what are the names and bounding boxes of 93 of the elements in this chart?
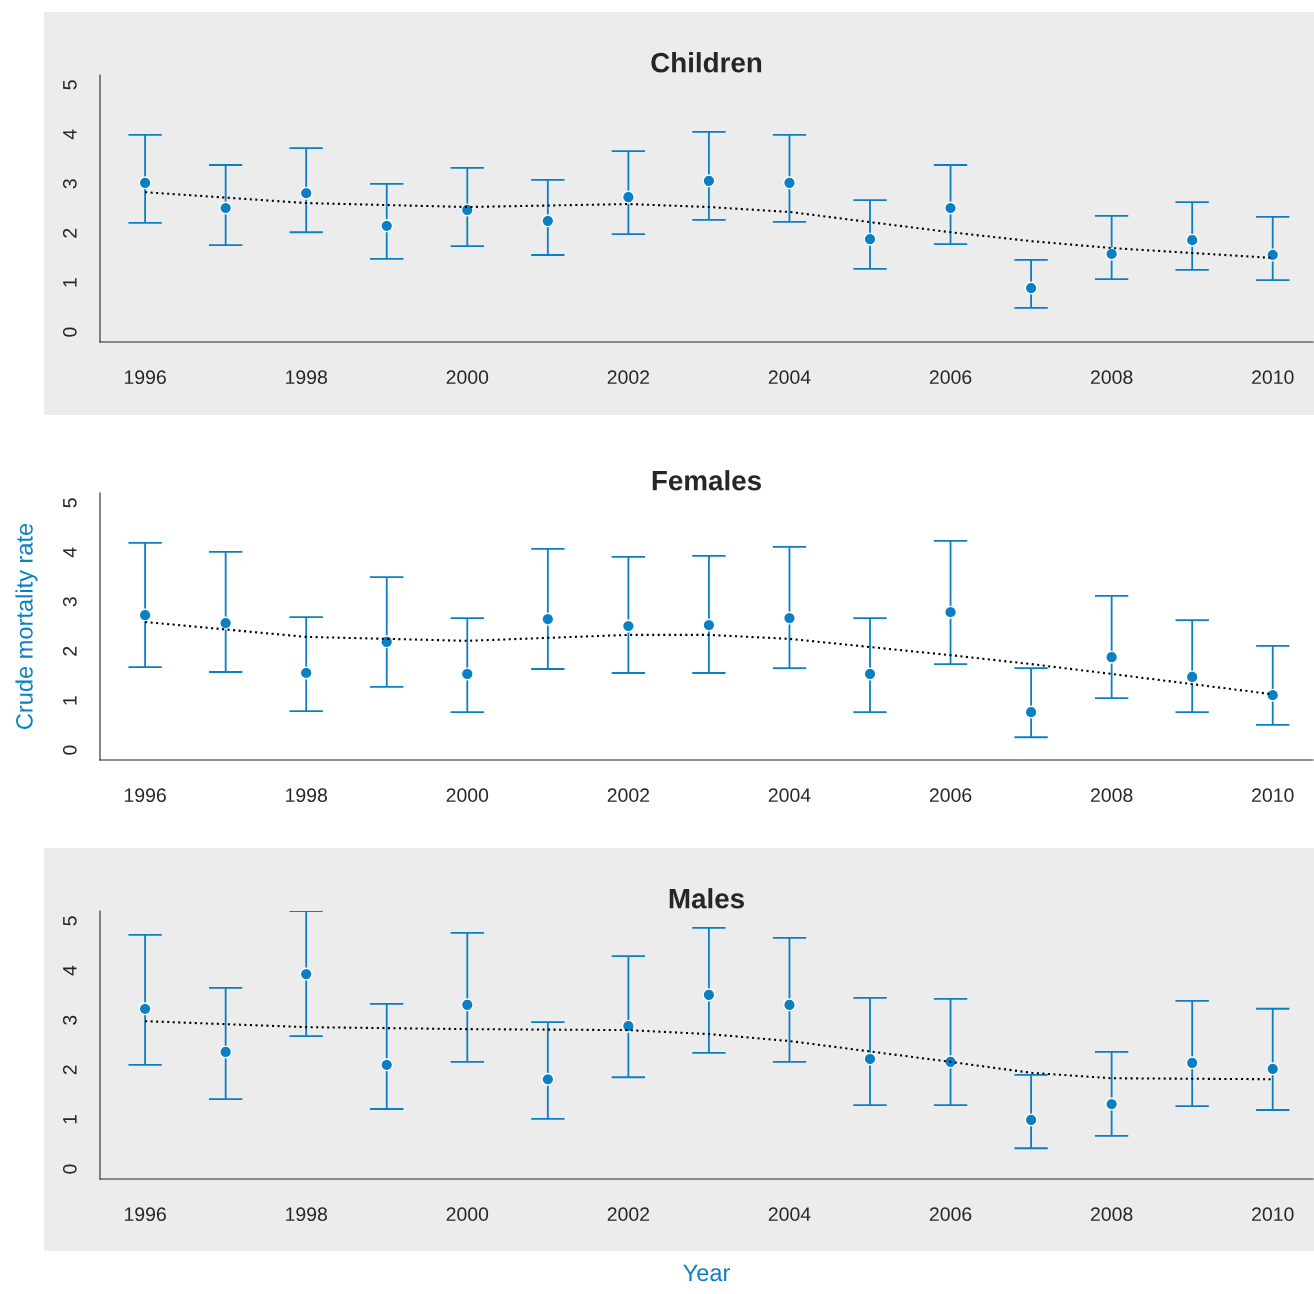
- point: [1024, 705, 1038, 719]
- x-tick-label: 1998: [286, 370, 327, 385]
- point: [541, 612, 555, 626]
- x-tick-label: 2010: [1252, 370, 1294, 385]
- x-tick-label: 2010: [1252, 1207, 1294, 1222]
- point: [782, 611, 796, 625]
- point: [702, 988, 716, 1002]
- x-tick-label: 2006: [929, 788, 972, 803]
- x-tick-label: 2008: [1090, 370, 1133, 385]
- y-tick-label: 1: [63, 1114, 77, 1124]
- x-tick-label: 2008: [1090, 788, 1133, 803]
- point: [219, 616, 233, 630]
- x-tick-label: 2004: [768, 1207, 811, 1222]
- point: [219, 1045, 233, 1059]
- y-tick-label: 1: [63, 278, 77, 287]
- x-tick-label: 2004: [768, 788, 811, 803]
- point: [782, 176, 796, 190]
- line-series: [144, 1020, 1274, 1081]
- chart-title: Children: [651, 52, 762, 73]
- point: [944, 201, 958, 215]
- x-tick-label: 2002: [607, 1207, 650, 1222]
- point: [460, 667, 474, 681]
- x-tick-label: 2006: [929, 1207, 972, 1222]
- x-tick-label: 2002: [607, 788, 650, 803]
- y-tick-label: 2: [62, 646, 77, 656]
- point: [702, 618, 716, 632]
- y-tick-label: 5: [63, 80, 77, 90]
- point: [1185, 670, 1199, 684]
- point: [1024, 281, 1038, 295]
- x-axis-title: Year: [683, 1264, 730, 1282]
- point: [460, 998, 474, 1012]
- point: [380, 1058, 394, 1072]
- x-tick-label: 1996: [124, 788, 166, 803]
- point: [944, 1055, 958, 1069]
- point: [621, 1019, 635, 1033]
- point: [702, 174, 716, 188]
- x-tick-label: 1998: [286, 788, 327, 803]
- y-tick-label: 2: [62, 228, 77, 238]
- point: [299, 186, 313, 200]
- y-tick-label: 3: [62, 179, 77, 189]
- point: [541, 1072, 555, 1086]
- y-tick-label: 0: [62, 327, 77, 337]
- y-tick-label: 4: [63, 965, 77, 976]
- y-tick-label: 3: [62, 597, 77, 607]
- y-tick-label: 0: [62, 745, 77, 755]
- point: [1024, 1113, 1038, 1127]
- point: [782, 998, 796, 1012]
- y-tick-label: 5: [63, 916, 77, 926]
- point: [944, 605, 958, 619]
- point: [138, 608, 152, 622]
- y-tick-label: 3: [62, 1015, 77, 1025]
- y-tick-label: 4: [63, 129, 77, 140]
- x-tick-label: 2010: [1252, 788, 1294, 803]
- x-tick-label: 1998: [286, 1207, 327, 1222]
- x-tick-label: 2002: [607, 370, 650, 385]
- x-tick-label: 2008: [1090, 1207, 1133, 1222]
- point: [1105, 247, 1119, 261]
- x-tick-label: 1996: [124, 1207, 166, 1222]
- y-tick-label: 2: [62, 1065, 77, 1075]
- point: [1266, 1062, 1280, 1076]
- point: [380, 635, 394, 649]
- point: [138, 1002, 152, 1016]
- y-tick-label: 5: [63, 498, 77, 508]
- point: [219, 201, 233, 215]
- point: [1185, 233, 1199, 247]
- point: [541, 214, 555, 228]
- x-tick-label: 1996: [124, 370, 166, 385]
- point: [299, 967, 313, 981]
- point: [1185, 1056, 1199, 1070]
- chart-title: Females: [652, 470, 761, 491]
- y-tick-label: 4: [63, 547, 77, 558]
- point: [1105, 650, 1119, 664]
- point: [863, 232, 877, 246]
- point: [299, 666, 313, 680]
- y-tick-label: 0: [62, 1164, 77, 1174]
- point: [460, 203, 474, 217]
- point: [621, 190, 635, 204]
- point: [380, 219, 394, 233]
- y-axis-title: Crude mortality rate: [15, 523, 38, 729]
- point: [621, 619, 635, 633]
- y-tick-label: 1: [63, 696, 77, 705]
- x-tick-label: 2000: [446, 370, 489, 385]
- x-tick-label: 2006: [929, 370, 972, 385]
- point: [138, 176, 152, 190]
- point: [1266, 248, 1280, 262]
- x-tick-label: 2004: [768, 370, 811, 385]
- point: [863, 1052, 877, 1066]
- chart-title: Males: [669, 888, 744, 909]
- x-tick-label: 2000: [446, 1207, 489, 1222]
- point: [1105, 1097, 1119, 1111]
- x-tick-label: 2000: [446, 788, 489, 803]
- point: [863, 667, 877, 681]
- point: [1266, 688, 1280, 702]
